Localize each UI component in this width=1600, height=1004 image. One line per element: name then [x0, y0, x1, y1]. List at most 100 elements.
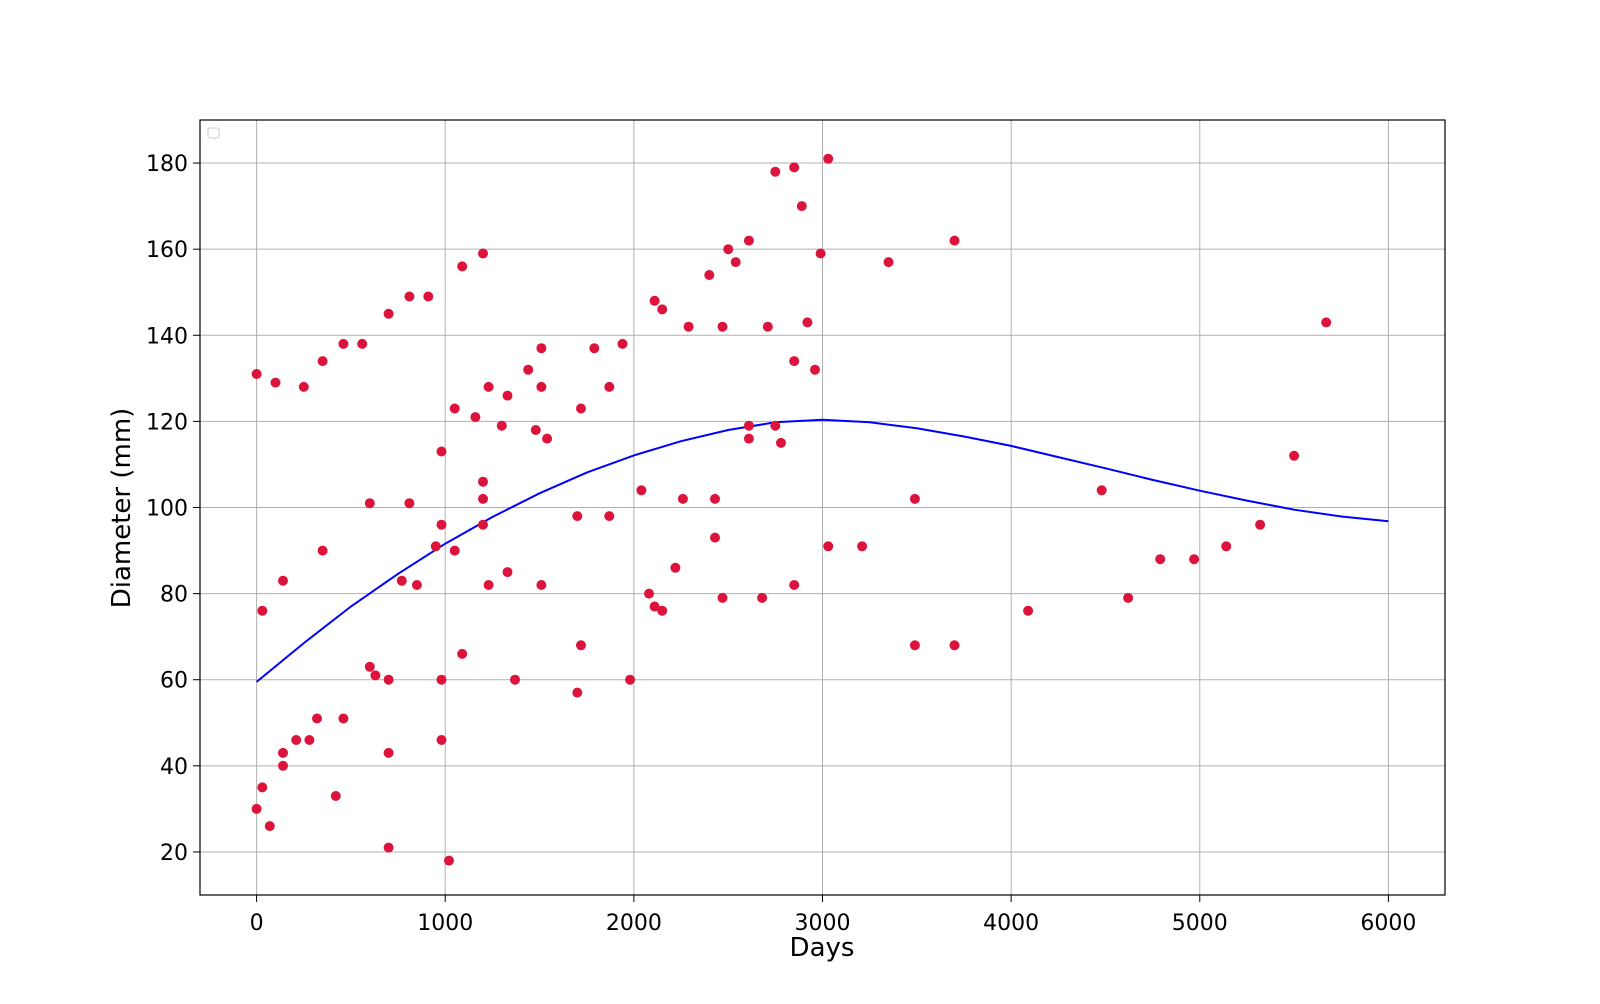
data-point — [823, 541, 834, 552]
data-point — [710, 493, 720, 504]
data-point — [1289, 450, 1300, 461]
data-point — [1321, 317, 1332, 328]
data-point — [909, 640, 920, 651]
x-tick-label: 6000 — [1360, 911, 1416, 936]
data-point — [483, 580, 494, 590]
data-point — [251, 369, 262, 379]
x-axis-label: Days — [790, 933, 855, 963]
data-point — [1023, 605, 1034, 616]
data-point — [449, 403, 460, 414]
data-point — [542, 433, 553, 444]
data-point — [657, 304, 668, 315]
data-point — [625, 674, 636, 685]
x-tick-label: 5000 — [1172, 911, 1228, 936]
data-point — [510, 674, 520, 685]
data-point — [1189, 554, 1200, 565]
data-point — [251, 803, 262, 814]
data-point — [723, 244, 734, 255]
data-point — [670, 562, 681, 573]
data-point — [278, 760, 288, 771]
data-point — [649, 601, 660, 612]
data-point — [717, 321, 728, 332]
data-point — [1155, 554, 1166, 565]
data-point — [617, 338, 628, 349]
data-point — [270, 377, 281, 388]
data-point — [383, 308, 394, 319]
data-point — [743, 420, 754, 431]
data-point — [576, 640, 586, 651]
data-point — [796, 201, 807, 212]
data-point — [364, 661, 375, 672]
data-point — [770, 166, 781, 177]
data-point — [364, 498, 375, 509]
data-point — [789, 580, 800, 590]
data-point — [478, 493, 488, 504]
data-point — [404, 498, 415, 509]
legend-box — [207, 127, 220, 139]
data-point — [436, 519, 447, 530]
data-point — [536, 580, 547, 590]
grid-layer — [200, 120, 1445, 895]
data-point — [530, 425, 541, 435]
data-point — [317, 356, 328, 367]
x-tick-label: 4000 — [983, 911, 1039, 936]
x-tick-label: 2000 — [606, 911, 662, 936]
data-point — [909, 493, 920, 504]
data-point — [949, 235, 960, 246]
data-point — [291, 735, 302, 745]
data-point — [330, 791, 341, 801]
y-tick-label: 60 — [160, 669, 188, 694]
data-point — [436, 446, 447, 457]
data-point — [444, 855, 454, 866]
data-point — [536, 381, 547, 392]
data-point — [717, 592, 728, 603]
data-point — [604, 511, 615, 522]
data-point — [857, 541, 868, 552]
data-points-layer — [251, 153, 1332, 866]
data-point — [572, 511, 583, 522]
data-point — [264, 821, 275, 832]
data-point — [683, 321, 694, 332]
data-point — [404, 291, 415, 302]
data-point — [338, 713, 349, 724]
data-point — [502, 567, 513, 578]
data-point — [478, 248, 488, 259]
data-point — [743, 235, 754, 246]
data-point — [677, 493, 688, 504]
data-point — [762, 321, 773, 332]
data-point — [430, 541, 441, 552]
data-point — [298, 381, 309, 392]
y-tick-label: 80 — [160, 583, 188, 608]
y-axis-label: Diameter (mm) — [107, 408, 137, 609]
data-point — [1221, 541, 1232, 552]
y-tick-label: 160 — [146, 238, 188, 263]
data-point — [357, 338, 368, 349]
data-point — [1123, 592, 1134, 603]
y-tick-label: 180 — [146, 152, 188, 177]
x-tick-label: 1000 — [417, 911, 473, 936]
data-point — [338, 338, 349, 349]
x-tick-label: 0 — [250, 911, 264, 936]
data-point — [589, 343, 600, 354]
data-point — [383, 747, 394, 758]
data-point — [423, 291, 434, 302]
data-point — [396, 575, 407, 586]
data-point — [815, 248, 826, 259]
data-point — [278, 747, 288, 758]
fit-curve — [255, 418, 1389, 683]
data-point — [383, 842, 394, 853]
data-point — [949, 640, 960, 651]
data-point — [576, 403, 586, 414]
data-point — [1255, 519, 1266, 530]
data-point — [449, 545, 460, 556]
data-point — [810, 364, 820, 375]
data-point — [278, 575, 288, 586]
y-tick-label: 40 — [160, 755, 188, 780]
data-point — [317, 545, 328, 556]
data-point — [304, 735, 315, 745]
data-point — [257, 782, 268, 793]
data-point — [802, 317, 813, 328]
data-point — [710, 532, 720, 543]
